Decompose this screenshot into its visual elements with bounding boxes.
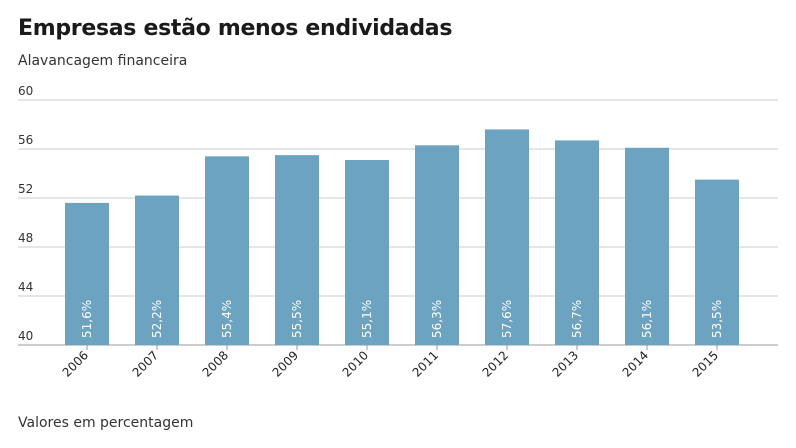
x-tick-label: 2011 bbox=[410, 348, 441, 379]
bar-value-label: 56,1% bbox=[640, 300, 654, 338]
bar-value-label: 55,1% bbox=[360, 300, 374, 338]
y-tick-label: 60 bbox=[18, 84, 33, 98]
x-tick-label: 2012 bbox=[480, 348, 511, 379]
bar-value-label: 52,2% bbox=[150, 300, 164, 338]
y-axis-ticks: 40 44 48 52 56 60 bbox=[18, 84, 33, 343]
bar-2008 bbox=[205, 156, 249, 345]
bar-2009 bbox=[275, 155, 319, 345]
bars: 51,6% 52,2% 55,4% 55,5% 55,1% 56,3% 57,6% 56,7%… bbox=[65, 129, 739, 345]
x-tick-label: 2009 bbox=[270, 348, 301, 379]
chart-title: Empresas estão menos endividadas bbox=[18, 16, 453, 41]
x-tick-label: 2006 bbox=[60, 348, 91, 379]
y-tick-label: 48 bbox=[18, 231, 33, 245]
x-tick-label: 2013 bbox=[550, 348, 581, 379]
x-tick-label: 2015 bbox=[690, 348, 721, 379]
x-tick-label: 2010 bbox=[340, 348, 371, 379]
bar-value-label: 51,6% bbox=[80, 300, 94, 338]
bar-value-label: 56,7% bbox=[570, 300, 584, 338]
bar-2006 bbox=[65, 202, 109, 345]
bar-2011 bbox=[415, 145, 459, 345]
x-tick-label: 2007 bbox=[130, 348, 161, 379]
bar-chart: 40 44 48 52 56 60 51,6% 52,2% 55,4% 55,5% 55,1% 56… bbox=[18, 84, 778, 380]
chart-footnote: Valores em percentagem bbox=[18, 415, 194, 431]
bar-value-label: 53,5% bbox=[710, 300, 724, 338]
x-tick-label: 2014 bbox=[620, 348, 651, 379]
bar-2010 bbox=[345, 160, 389, 345]
x-axis-ticks: 2006 2007 2008 2009 2010 2011 2012 2013 2014 2015 bbox=[60, 345, 721, 380]
bar-2012 bbox=[485, 129, 529, 345]
bar-2015 bbox=[695, 179, 739, 345]
chart-subtitle: Alavancagem financeira bbox=[18, 53, 188, 69]
bar-2014 bbox=[625, 147, 669, 345]
y-tick-label: 40 bbox=[18, 329, 33, 343]
bar-value-label: 55,4% bbox=[220, 300, 234, 338]
x-tick-label: 2008 bbox=[200, 348, 231, 379]
bar-value-label: 56,3% bbox=[430, 300, 444, 338]
y-tick-label: 56 bbox=[18, 133, 33, 147]
bar-2013 bbox=[555, 140, 599, 345]
bar-value-label: 55,5% bbox=[290, 300, 304, 338]
bar-2007 bbox=[135, 195, 179, 345]
y-tick-label: 52 bbox=[18, 182, 33, 196]
bar-value-label: 57,6% bbox=[500, 300, 514, 338]
y-tick-label: 44 bbox=[18, 280, 33, 294]
